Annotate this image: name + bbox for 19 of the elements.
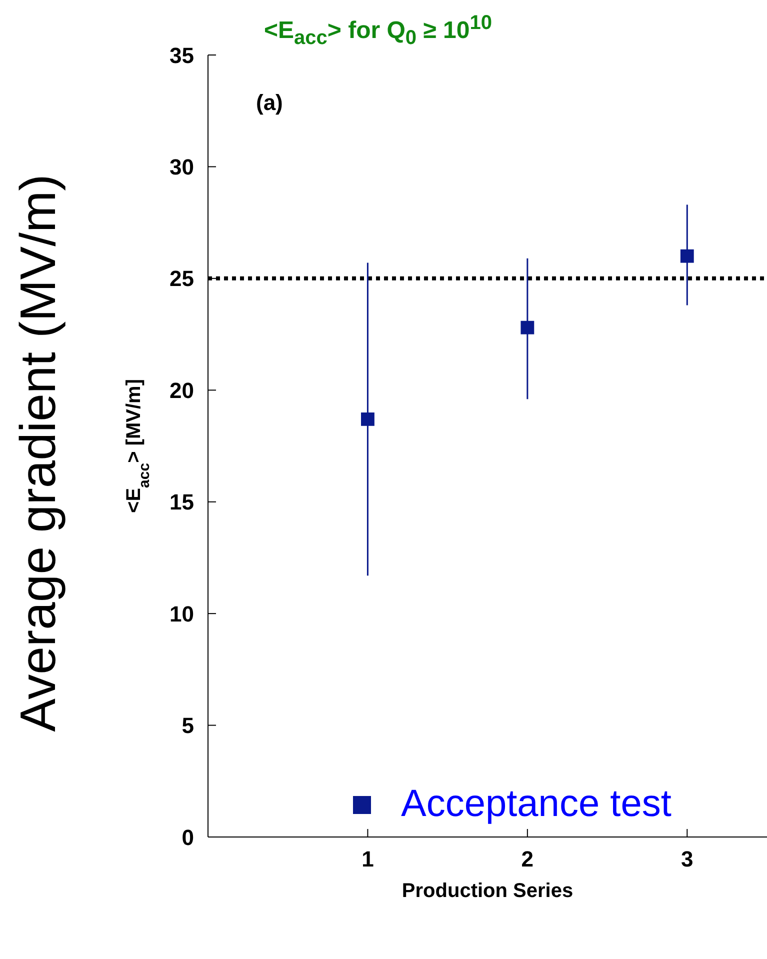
y-tick-label: 15 bbox=[170, 490, 194, 515]
y-tick-label: 5 bbox=[182, 713, 194, 738]
x-tick-label: 3 bbox=[681, 846, 694, 872]
x-tick-label: 2 bbox=[521, 846, 534, 872]
y-tick-label: 25 bbox=[170, 266, 194, 292]
y-tick-label: 10 bbox=[170, 601, 194, 626]
point bbox=[361, 412, 374, 426]
y-tick-label: 30 bbox=[170, 154, 194, 180]
point bbox=[680, 249, 694, 263]
point bbox=[520, 320, 534, 334]
x-axis-title: Production Series bbox=[402, 880, 574, 902]
y-tick-label: 35 bbox=[170, 42, 194, 68]
annotation: (a) bbox=[256, 90, 283, 116]
chart-title: <E$_{acc}$> for Q$_{0}$ ≥ 10$^{10}$ bbox=[263, 12, 493, 50]
x-tick-label: 1 bbox=[362, 846, 374, 872]
legend-label: Acceptance test bbox=[401, 783, 672, 826]
y-axis-title: Average gradient (MV/m) bbox=[9, 174, 67, 732]
y-tick-label: 0 bbox=[182, 824, 194, 850]
y-tick-label: 20 bbox=[170, 378, 194, 403]
